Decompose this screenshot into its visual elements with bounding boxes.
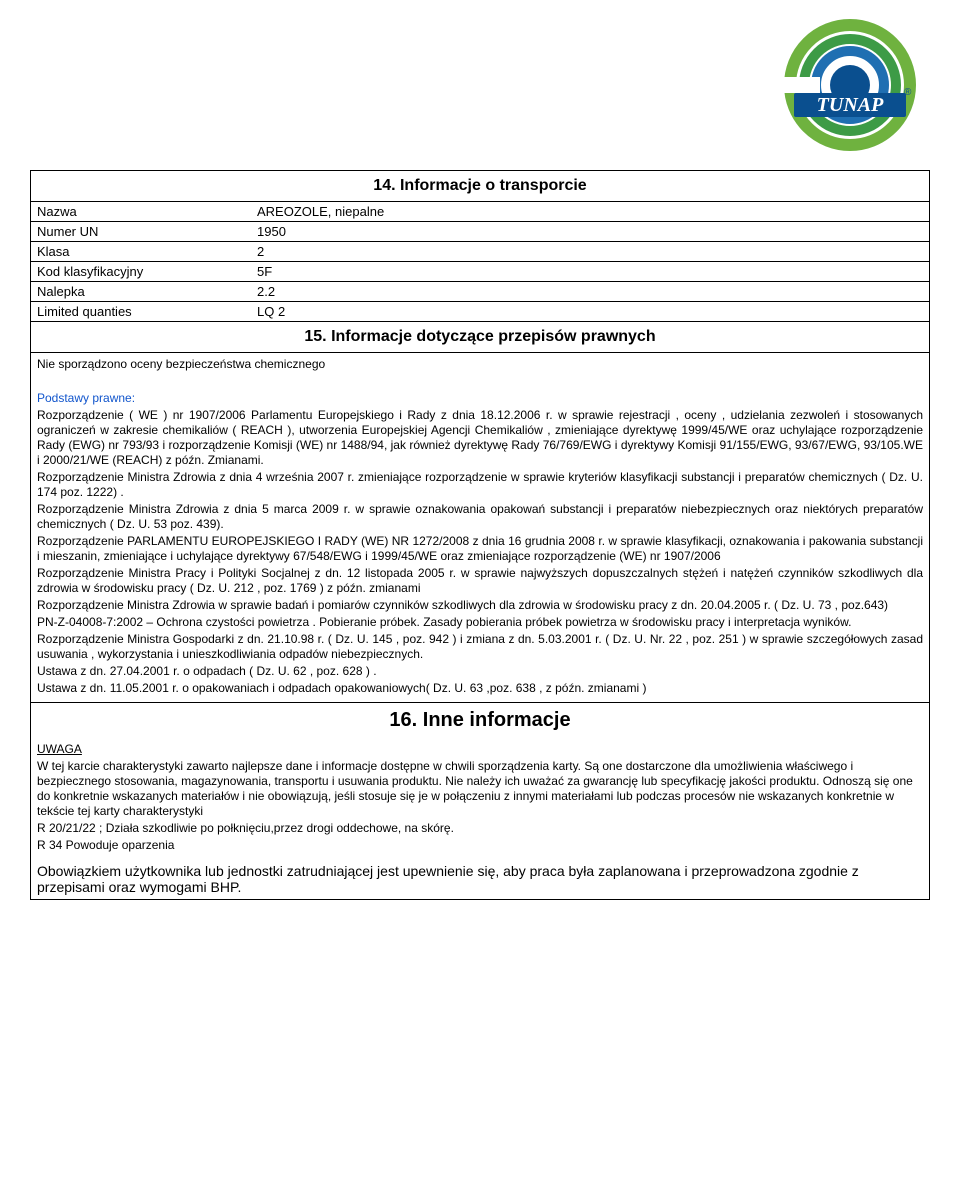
page: TUNAP ® 14. Informacje o transporcie Naz…	[0, 0, 960, 1187]
section-14-title: 14. Informacje o transporcie	[30, 170, 930, 201]
legal-basis-label: Podstawy prawne:	[37, 391, 135, 405]
info-paragraph: W tej karcie charakterystyki zawarto naj…	[37, 759, 923, 819]
legal-paragraph: Rozporządzenie Ministra Zdrowia z dnia 5…	[37, 502, 923, 532]
row-label: Nalepka	[37, 284, 257, 299]
table-row: Numer UN 1950	[30, 221, 930, 241]
table-row: Klasa 2	[30, 241, 930, 261]
svg-text:®: ®	[904, 87, 912, 98]
footer-text: Obowiązkiem użytkownika lub jednostki za…	[37, 863, 859, 895]
section-16-body: UWAGA W tej karcie charakterystyki zawar…	[30, 738, 930, 859]
info-paragraph: R 20/21/22 ; Działa szkodliwie po połkni…	[37, 821, 923, 836]
legal-paragraph: Rozporządzenie PARLAMENTU EUROPEJSKIEGO …	[37, 534, 923, 564]
table-row: Kod klasyfikacyjny 5F	[30, 261, 930, 281]
legal-paragraph: Rozporządzenie Ministra Gospodarki z dn.…	[37, 632, 923, 662]
row-value: 5F	[257, 264, 923, 279]
row-value: LQ 2	[257, 304, 923, 319]
row-label: Numer UN	[37, 224, 257, 239]
table-row: Nazwa AREOZOLE, niepalne	[30, 201, 930, 221]
brand-logo: TUNAP ®	[780, 15, 920, 155]
legal-paragraph: Ustawa z dn. 11.05.2001 r. o opakowaniac…	[37, 681, 923, 696]
row-value: AREOZOLE, niepalne	[257, 204, 923, 219]
row-value: 2.2	[257, 284, 923, 299]
row-label: Kod klasyfikacyjny	[37, 264, 257, 279]
row-label: Limited quanties	[37, 304, 257, 319]
legal-paragraph: Rozporządzenie ( WE ) nr 1907/2006 Parla…	[37, 408, 923, 468]
section-16-title: 16. Inne informacje	[30, 703, 930, 738]
legal-paragraph: Rozporządzenie Ministra Pracy i Polityki…	[37, 566, 923, 596]
section-15-title: 15. Informacje dotyczące przepisów prawn…	[30, 321, 930, 352]
legal-paragraph: Rozporządzenie Ministra Zdrowia z dnia 4…	[37, 470, 923, 500]
info-paragraph: R 34 Powoduje oparzenia	[37, 838, 923, 853]
row-label: Klasa	[37, 244, 257, 259]
table-row: Limited quanties LQ 2	[30, 301, 930, 321]
legal-paragraph: PN-Z-04008-7:2002 – Ochrona czystości po…	[37, 615, 923, 630]
safety-assessment-line: Nie sporządzono oceny bezpieczeństwa che…	[37, 357, 923, 372]
legal-paragraph: Ustawa z dn. 27.04.2001 r. o odpadach ( …	[37, 664, 923, 679]
brand-text: TUNAP	[817, 94, 884, 116]
row-value: 1950	[257, 224, 923, 239]
legal-paragraph: Rozporządzenie Ministra Zdrowia w sprawi…	[37, 598, 923, 613]
row-label: Nazwa	[37, 204, 257, 219]
table-row: Nalepka 2.2	[30, 281, 930, 301]
attention-label: UWAGA	[37, 742, 82, 756]
section-16-footer: Obowiązkiem użytkownika lub jednostki za…	[30, 859, 930, 900]
section-15-body: Nie sporządzono oceny bezpieczeństwa che…	[30, 352, 930, 703]
row-value: 2	[257, 244, 923, 259]
